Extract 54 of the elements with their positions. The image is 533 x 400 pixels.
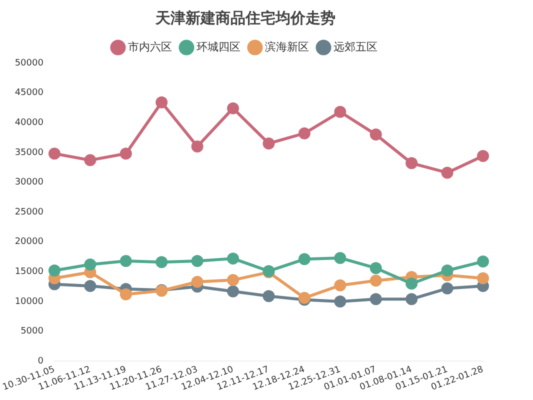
point [406, 293, 418, 306]
point [370, 293, 382, 306]
point [334, 252, 346, 264]
point [298, 253, 310, 266]
point [120, 254, 132, 267]
y-tick-label: 25000 [14, 207, 44, 218]
point [262, 290, 275, 302]
legend-label: 市内六区 [128, 40, 172, 54]
y-tick-label: 0 [38, 356, 44, 366]
point [262, 137, 275, 150]
point [191, 254, 204, 267]
y-tick-label: 40000 [14, 118, 44, 128]
point [191, 140, 204, 152]
point [84, 258, 96, 271]
point [406, 278, 418, 290]
point [441, 282, 454, 294]
point [477, 256, 489, 268]
chart-title: 天津新建商品住宅均价走势 [154, 8, 336, 27]
point [227, 274, 240, 286]
point [227, 252, 240, 265]
point [156, 96, 168, 108]
point [406, 157, 418, 170]
point [370, 128, 382, 141]
legend-label: 环城四区 [196, 40, 240, 54]
point [441, 264, 454, 276]
point [370, 274, 382, 287]
y-tick-label: 15000 [14, 267, 44, 278]
point [120, 148, 132, 160]
y-tick-label: 50000 [14, 58, 44, 68]
point [156, 256, 168, 268]
y-tick-label: 20000 [14, 237, 44, 248]
point [191, 276, 204, 288]
y-tick-label: 30000 [14, 178, 44, 188]
point [84, 280, 96, 292]
point [477, 272, 489, 284]
point [120, 288, 132, 300]
point [334, 279, 346, 292]
point [477, 150, 489, 162]
point [84, 154, 96, 166]
point [334, 295, 346, 308]
point [227, 102, 240, 114]
point [227, 285, 240, 298]
point [48, 148, 60, 160]
point [334, 106, 346, 118]
point [298, 127, 310, 140]
point [441, 166, 454, 179]
point [48, 264, 60, 276]
y-tick-label: 45000 [14, 88, 44, 98]
y-tick-label: 10000 [14, 296, 44, 307]
y-tick-label: 35000 [14, 148, 44, 158]
legend-label: 滨海新区 [265, 40, 309, 54]
point [370, 262, 382, 274]
y-tick-label: 5000 [20, 326, 44, 337]
legend-label: 远郊五区 [334, 40, 378, 54]
